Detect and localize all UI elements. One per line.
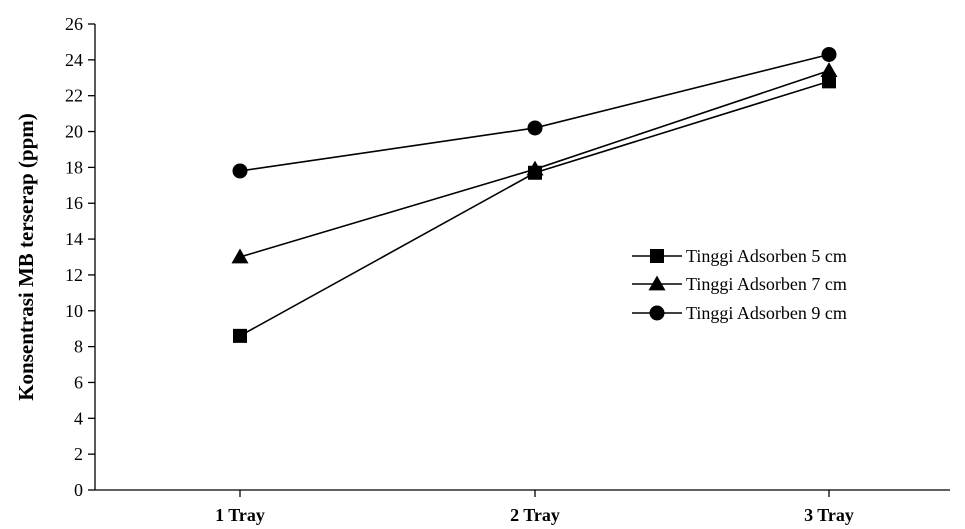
y-tick-label: 0 <box>74 480 83 500</box>
data-point-triangle <box>820 62 838 77</box>
y-tick-label: 16 <box>65 193 83 213</box>
y-tick-label: 24 <box>65 50 83 70</box>
y-tick-label: 12 <box>65 265 83 285</box>
y-tick-label: 14 <box>65 229 83 249</box>
data-point-circle <box>232 163 248 179</box>
legend-item: Tinggi Adsorben 5 cm <box>632 246 847 266</box>
x-ticks: 1 Tray 2 Tray 3 Tray <box>215 490 854 525</box>
data-point-circle <box>821 46 837 62</box>
data-point-square <box>233 328 247 343</box>
y-tick-label: 4 <box>74 408 83 428</box>
axes <box>94 24 950 491</box>
x-tick-label: 1 Tray <box>215 505 265 525</box>
legend-marker-triangle <box>648 275 666 291</box>
x-tick-label: 2 Tray <box>510 505 560 525</box>
y-tick-label: 26 <box>65 14 83 34</box>
series-line <box>239 53 830 172</box>
legend-item: Tinggi Adsorben 9 cm <box>632 303 847 323</box>
series-group <box>231 46 838 343</box>
y-tick-label: 10 <box>65 301 83 321</box>
legend-label: Tinggi Adsorben 9 cm <box>686 303 847 323</box>
y-tick-label: 8 <box>74 337 83 357</box>
data-point-triangle <box>231 248 249 264</box>
y-axis-label: Konsentrasi MB terserap (ppm) <box>14 113 38 401</box>
series-2 <box>231 62 838 264</box>
legend-marker-circle <box>649 305 665 321</box>
data-point-circle <box>527 120 543 136</box>
x-tick-label: 3 Tray <box>804 505 854 525</box>
y-tick-label: 2 <box>74 444 83 464</box>
legend-marker-square <box>650 249 664 263</box>
y-tick-label: 22 <box>65 86 83 106</box>
legend-label: Tinggi Adsorben 7 cm <box>686 274 847 294</box>
data-point-triangle <box>526 160 544 176</box>
y-tick-label: 6 <box>74 372 83 392</box>
legend-item: Tinggi Adsorben 7 cm <box>632 274 847 294</box>
y-tick-label: 18 <box>65 157 83 177</box>
legend-label: Tinggi Adsorben 5 cm <box>686 246 847 266</box>
data-point-square <box>822 74 836 89</box>
y-tick-label: 20 <box>65 122 83 142</box>
series-3 <box>232 46 837 179</box>
series-line <box>239 80 830 337</box>
legend: Tinggi Adsorben 5 cm Tinggi Adsorben 7 cm… <box>632 246 847 323</box>
